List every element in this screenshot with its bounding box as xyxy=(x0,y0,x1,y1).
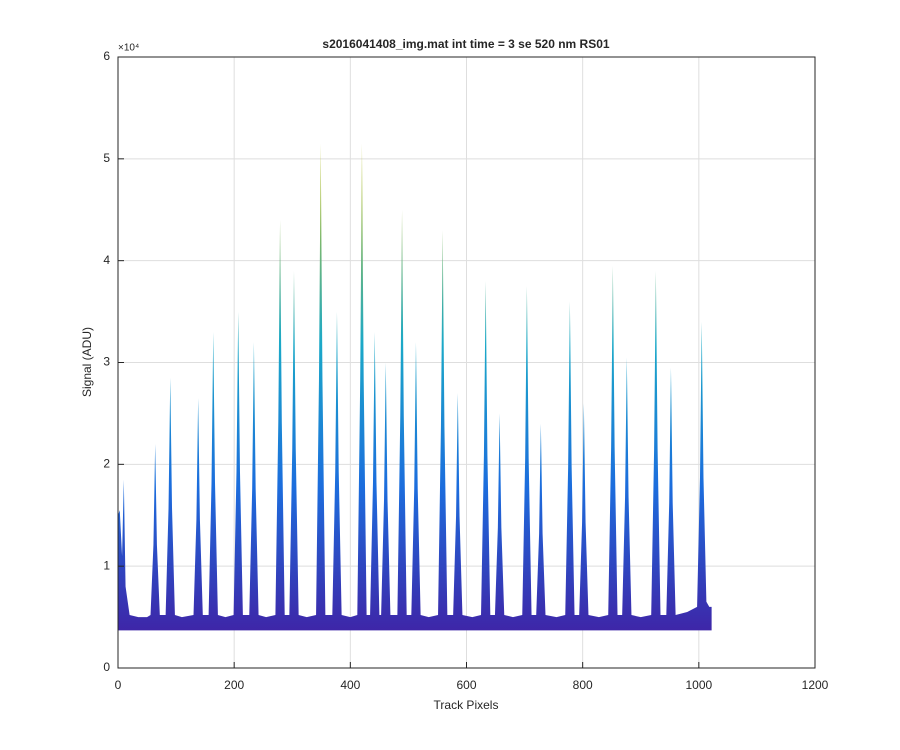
y-tick-label: 3 xyxy=(103,355,110,369)
x-axis-label: Track Pixels xyxy=(434,698,499,712)
y-tick-label: 6 xyxy=(103,49,110,63)
y-exponent: ×10⁴ xyxy=(118,43,139,54)
x-tick-label: 600 xyxy=(456,678,476,692)
signal-area xyxy=(118,143,712,631)
x-tick-label: 200 xyxy=(224,678,244,692)
x-tick-label: 400 xyxy=(340,678,360,692)
y-tick-label: 4 xyxy=(103,253,110,267)
x-tick-label: 1200 xyxy=(802,678,829,692)
x-tick-label: 0 xyxy=(115,678,122,692)
y-tick-label: 1 xyxy=(103,558,110,572)
x-tick-label: 1000 xyxy=(685,678,712,692)
y-tick-label: 5 xyxy=(103,151,110,165)
chart-title: s2016041408_img.mat int time = 3 se 520 … xyxy=(322,37,609,51)
y-tick-label: 0 xyxy=(103,660,110,674)
x-tick-label: 800 xyxy=(573,678,593,692)
y-axis-label: Signal (ADU) xyxy=(80,327,94,397)
y-tick-label: 2 xyxy=(103,457,110,471)
